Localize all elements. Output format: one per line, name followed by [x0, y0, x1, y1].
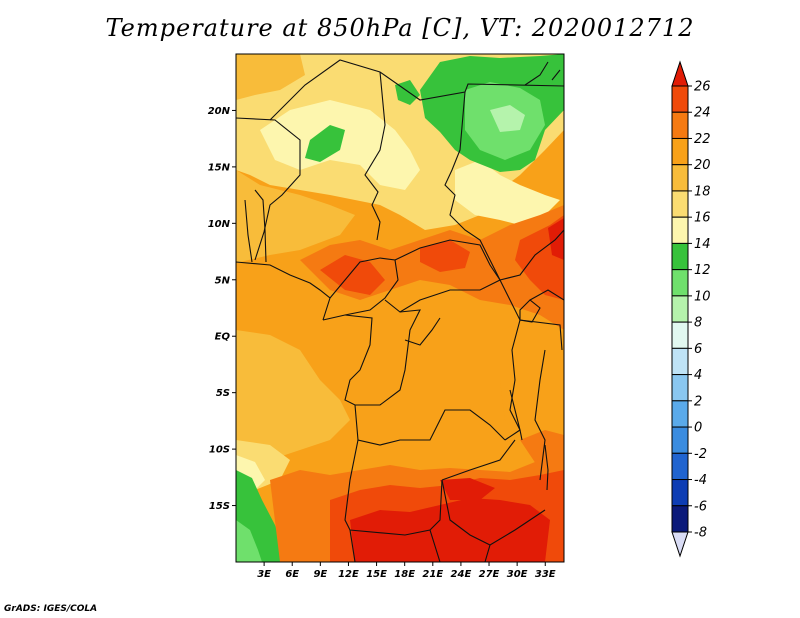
colorbar-segment	[671, 479, 689, 507]
colorbar-segment	[671, 216, 689, 244]
colorbar-label: 18	[694, 184, 711, 199]
colorbar-label: -6	[694, 499, 707, 514]
field-green-8-ne	[490, 105, 525, 132]
border-namibia-botswana	[349, 529, 491, 562]
field-east-20	[500, 320, 564, 460]
lat-tick-label: EQ	[215, 332, 231, 343]
map-title: Temperature at 850hPa [C], VT: 202001271…	[105, 14, 695, 42]
colorbar-segment	[671, 374, 689, 402]
colorbar-label: -2	[694, 447, 707, 462]
border-angola	[344, 439, 443, 536]
lat-tick-label: 15S	[209, 501, 230, 512]
lon-tick-label: 27E	[479, 569, 500, 580]
border-niger-chad	[364, 71, 386, 241]
colorbar-label: -8	[694, 526, 707, 541]
grads-credit: GrADS: IGES/COLA	[4, 604, 98, 614]
lon-tick-label: 12E	[338, 569, 359, 580]
lat-tick-label: 5S	[216, 388, 230, 399]
field-coast-18	[236, 330, 350, 470]
lat-tick-label: 10S	[209, 445, 230, 456]
colorbar-segment	[671, 137, 689, 166]
colorbar-segment	[671, 295, 689, 323]
lon-tick-label: 6E	[285, 569, 299, 580]
field-south-26a	[350, 498, 550, 562]
colorbar-label: 14	[694, 237, 711, 252]
field-central-24a	[320, 255, 385, 295]
lon-tick-label: 15E	[366, 569, 387, 580]
latitude-axis: 20N 15N 10N 5N EQ 5S 10S 15S	[208, 106, 236, 512]
colorbar-segment	[671, 85, 689, 113]
lat-tick-label: 20N	[208, 106, 231, 117]
lat-tick-label: 15N	[208, 162, 231, 173]
field-east-22	[520, 430, 564, 470]
colorbar-label: 8	[694, 316, 702, 331]
lon-tick-label: 9E	[313, 569, 327, 580]
colorbar-segment	[671, 164, 689, 192]
colorbar-label: 4	[694, 368, 702, 383]
lon-tick-label: 18E	[394, 569, 415, 580]
colorbar-segment	[671, 190, 689, 218]
river-congo	[404, 317, 441, 346]
border-east-africa	[519, 289, 564, 481]
lon-tick-label: 24E	[451, 569, 472, 580]
colorbar-segment	[671, 321, 689, 349]
colorbar-label: 10	[694, 289, 711, 304]
colorbar-segment	[671, 111, 689, 139]
colorbar-label: 26	[694, 80, 711, 95]
colorbar-label: 16	[694, 211, 711, 226]
lake-malawi	[544, 444, 549, 491]
lon-tick-label: 3E	[257, 569, 271, 580]
colorbar-top-arrow	[671, 60, 689, 87]
lon-tick-label: 33E	[535, 569, 556, 580]
colorbar-label: 22	[694, 132, 711, 147]
colorbar-segment	[671, 426, 689, 454]
colorbar-label: 6	[694, 342, 702, 357]
lake-victoria	[519, 299, 541, 323]
colorbar-segment	[671, 347, 689, 376]
border-chad-sudan	[444, 91, 501, 281]
border-ethiopia	[499, 229, 564, 281]
lat-tick-label: 10N	[208, 219, 231, 230]
colorbar-label: -4	[694, 473, 707, 488]
field-central-24b	[420, 240, 470, 272]
lon-tick-label: 30E	[507, 569, 528, 580]
lake-tanganyika	[509, 389, 523, 441]
colorbar-label: 20	[694, 158, 711, 173]
border-west-africa	[244, 189, 267, 263]
field-north-18	[236, 54, 305, 100]
lat-tick-label: 5N	[215, 275, 231, 286]
border-red-sea	[524, 61, 561, 86]
temperature-field	[236, 54, 564, 562]
border-north	[269, 59, 564, 121]
colorbar-label: 0	[694, 421, 702, 436]
colorbar-bottom-arrow	[671, 531, 689, 558]
field-green-10-sw	[236, 520, 262, 562]
colorbar-segment	[671, 242, 689, 271]
lon-tick-label: 21E	[422, 569, 443, 580]
map-frame	[235, 53, 565, 563]
field-south-26b	[440, 478, 495, 500]
colorbar-segment	[671, 505, 689, 533]
colorbar-label: 2	[694, 394, 702, 409]
colorbar-segment	[671, 452, 689, 481]
colorbar-segment	[671, 400, 689, 428]
field-east-14	[455, 160, 560, 225]
longitude-axis: 3E 6E 9E 12E 15E 18E 21E 24E 27E 30E 33E	[257, 562, 556, 580]
border-drc-east	[499, 279, 521, 441]
border-drc-south	[354, 404, 506, 446]
border-cameroon	[322, 257, 399, 321]
country-borders	[236, 59, 564, 562]
colorbar-segment	[671, 269, 689, 297]
colorbar-label: 24	[694, 106, 711, 121]
colorbar-label: 12	[694, 263, 711, 278]
field-green-12-nw	[305, 125, 345, 162]
